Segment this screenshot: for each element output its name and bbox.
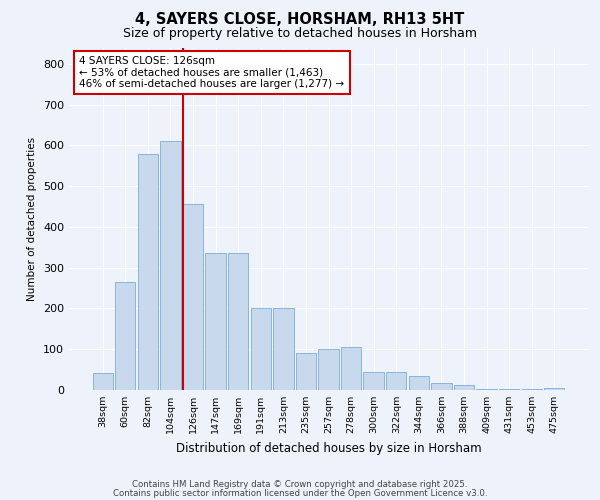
Bar: [160, 142, 181, 390]
Bar: [521, 389, 542, 390]
Bar: [386, 372, 406, 390]
Bar: [273, 308, 293, 390]
Bar: [476, 389, 497, 390]
Bar: [251, 308, 271, 390]
X-axis label: Distribution of detached houses by size in Horsham: Distribution of detached houses by size …: [176, 442, 481, 454]
Bar: [296, 354, 316, 390]
Bar: [138, 154, 158, 390]
Bar: [92, 373, 113, 390]
Bar: [431, 382, 452, 390]
Bar: [183, 204, 203, 390]
Bar: [499, 389, 519, 390]
Text: 4 SAYERS CLOSE: 126sqm
← 53% of detached houses are smaller (1,463)
46% of semi-: 4 SAYERS CLOSE: 126sqm ← 53% of detached…: [79, 56, 344, 90]
Bar: [544, 388, 565, 390]
Bar: [115, 282, 136, 390]
Y-axis label: Number of detached properties: Number of detached properties: [28, 136, 37, 301]
Text: Contains HM Land Registry data © Crown copyright and database right 2025.: Contains HM Land Registry data © Crown c…: [132, 480, 468, 489]
Text: Size of property relative to detached houses in Horsham: Size of property relative to detached ho…: [123, 28, 477, 40]
Text: 4, SAYERS CLOSE, HORSHAM, RH13 5HT: 4, SAYERS CLOSE, HORSHAM, RH13 5HT: [136, 12, 464, 28]
Bar: [454, 385, 474, 390]
Bar: [228, 254, 248, 390]
Bar: [364, 372, 384, 390]
Bar: [205, 254, 226, 390]
Bar: [409, 376, 429, 390]
Bar: [319, 349, 338, 390]
Text: Contains public sector information licensed under the Open Government Licence v3: Contains public sector information licen…: [113, 489, 487, 498]
Bar: [341, 347, 361, 390]
